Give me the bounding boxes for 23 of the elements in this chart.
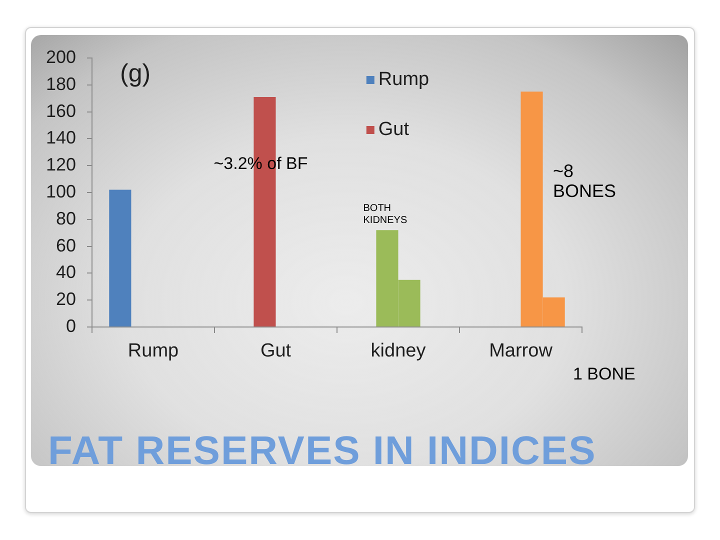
y-tick-label: 0 [66,316,76,336]
x-tick-label: kidney [370,340,426,362]
y-tick-label: 40 [56,262,76,282]
y-tick-label: 120 [46,154,76,175]
y-tick-label: 20 [56,289,76,310]
y-axis-title: (g) [120,59,151,88]
y-tick-label: 180 [46,74,76,94]
y-tick-label: 60 [56,235,76,256]
y-tick-label: 160 [46,100,76,121]
text: 1 BONE [573,364,636,384]
legend-label: Gut [378,119,410,140]
x-tick-label: Rump [128,340,179,362]
bar [109,190,132,326]
x-tick-label: Gut [260,340,292,362]
legend-label: Rump [378,69,430,90]
annotation: ~8 BONES [553,160,616,201]
x-tick-label: Marrow [489,340,553,362]
annotation: BOTH KIDNEYS [363,202,408,226]
y-tick-label: 80 [56,208,76,228]
y-tick-label: 200 [46,46,76,67]
y-tick-label: 100 [46,181,76,202]
y-tick-label: 140 [46,128,76,148]
text: FAT RESERVES IN INDICES [48,429,596,473]
